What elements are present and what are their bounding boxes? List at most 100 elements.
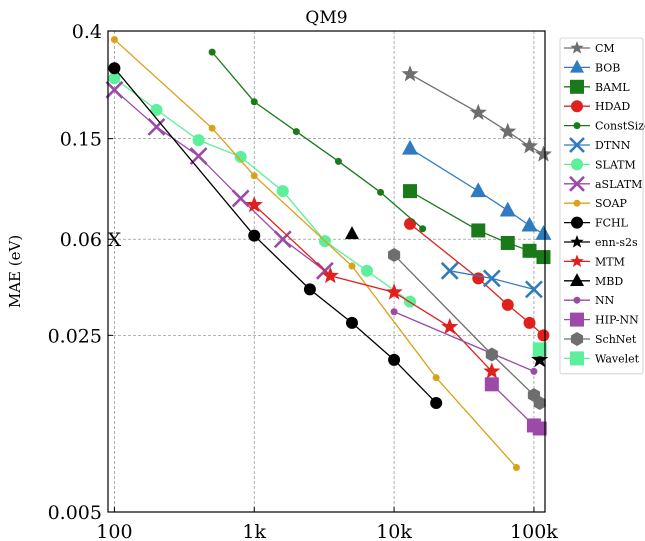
data-point-dtnn	[440, 261, 459, 280]
data-point-soap	[348, 262, 356, 270]
series-line-mtm	[253, 204, 493, 372]
data-point-mtm	[441, 317, 459, 335]
legend-label: HDAD	[595, 100, 630, 113]
legend-label: CM	[595, 42, 615, 55]
data-point-baml	[536, 250, 551, 265]
legend-label: Wavelet	[595, 352, 640, 365]
plot-frame	[107, 30, 546, 513]
legend-label: HIP-NN	[595, 314, 639, 327]
legend-marker	[571, 158, 583, 171]
legend-item-constsize: ConstSize	[564, 120, 645, 133]
y-axis-label: MAE (eV)	[6, 235, 24, 308]
legend-item-slatm: SLATM	[564, 158, 636, 171]
tick-layer: 100 1k 10k 100k 0.4 0.15 0.06 0.025 0.005	[48, 21, 559, 541]
series-nn	[390, 308, 538, 375]
series-schnet	[388, 247, 546, 410]
x-tick-label: 10k	[376, 521, 412, 541]
legend-label: FCHL	[595, 217, 629, 230]
series-aslatm	[105, 80, 334, 280]
series-mtm	[245, 195, 501, 379]
y-tick-label: 0.025	[48, 325, 102, 347]
legend-label: MBD	[595, 275, 623, 288]
legend-item-aslatm: aSLATM	[564, 175, 642, 192]
data-point-bob	[499, 201, 516, 217]
x-tick-label: 1k	[242, 521, 266, 541]
legend-marker	[570, 273, 584, 287]
data-point-constsize	[208, 48, 216, 56]
series-constsize	[208, 48, 427, 233]
data-point-soap	[432, 374, 440, 382]
data-point-soap	[512, 463, 520, 471]
data-point-fchl	[388, 353, 401, 366]
legend-marker	[570, 41, 584, 54]
data-point-cm	[534, 145, 553, 162]
chart-title: QM9	[305, 8, 347, 28]
legend-item-enn-s2s: enn-s2s	[564, 235, 638, 249]
data-point-soap	[250, 172, 258, 180]
legend-marker	[569, 137, 585, 153]
data-point-slatm	[150, 103, 163, 116]
data-point-hip-nn	[484, 377, 499, 392]
legend-item-hip-nn: HIP-NN	[564, 312, 639, 327]
legend-box	[559, 37, 644, 375]
marker-x-stroke	[231, 189, 250, 208]
legend-marker	[571, 100, 583, 113]
axes-layer: QM9 MAE (eV)	[6, 8, 546, 513]
data-point-mtm	[483, 362, 501, 379]
data-point-bob	[402, 139, 419, 155]
data-point-fchl	[303, 283, 316, 296]
legend-label: MTM	[595, 255, 625, 268]
data-point-nn	[530, 367, 538, 375]
data-point-cm	[520, 137, 539, 154]
legend-marker	[570, 312, 584, 327]
marker-x-stroke	[189, 147, 208, 165]
data-point-soap	[110, 36, 118, 44]
marker-x-stroke	[525, 280, 543, 299]
data-point-hdad	[501, 298, 514, 311]
series-enn-s2s	[531, 350, 549, 368]
data-point-slatm	[234, 150, 247, 163]
data-point-hdad	[537, 329, 550, 342]
legend-marker	[573, 296, 581, 304]
series-mbd	[344, 226, 359, 240]
data-point-hdad	[523, 316, 536, 329]
legend-item-mbd: MBD	[564, 273, 623, 288]
legend-marker	[573, 122, 581, 130]
data-point-aslatm	[189, 147, 208, 165]
data-point-mtm	[321, 266, 339, 284]
series-line-nn	[393, 311, 535, 372]
data-point-fchl	[345, 316, 358, 329]
legend-label: DTNN	[595, 139, 631, 152]
legend-label: BAML	[595, 81, 630, 94]
legend-marker	[570, 235, 584, 248]
data-point-fchl	[108, 62, 121, 75]
series-dtnn	[440, 261, 543, 299]
legend-item-mtm: MTM	[564, 254, 625, 268]
data-point-baml	[500, 235, 515, 250]
series-line-aslatm	[113, 89, 326, 272]
data-point-hdad	[472, 272, 485, 285]
series-baml	[403, 184, 551, 265]
y-tick-label: 0.06	[60, 229, 102, 251]
data-point-baml	[471, 223, 486, 238]
legend-marker	[569, 175, 585, 192]
series-hdad	[404, 217, 550, 342]
x-tick-label: 100	[96, 521, 132, 541]
data-point-schnet	[485, 347, 498, 362]
series-slatm	[108, 72, 417, 308]
series-line-schnet	[393, 254, 541, 404]
legend-label: aSLATM	[595, 178, 642, 191]
legend-label: SchNet	[595, 333, 637, 346]
data-point-aslatm	[105, 80, 124, 99]
legend-label: SLATM	[595, 158, 636, 171]
marker-x-stroke	[147, 117, 166, 136]
data-point-mtm	[245, 195, 263, 213]
y-tick-label: 0.15	[60, 129, 102, 151]
legend-marker	[573, 199, 581, 207]
legend-label: SOAP	[595, 197, 627, 210]
marker-x-stroke	[273, 230, 292, 249]
data-point-baml	[403, 184, 418, 199]
legend-item-cm: CM	[564, 41, 615, 55]
